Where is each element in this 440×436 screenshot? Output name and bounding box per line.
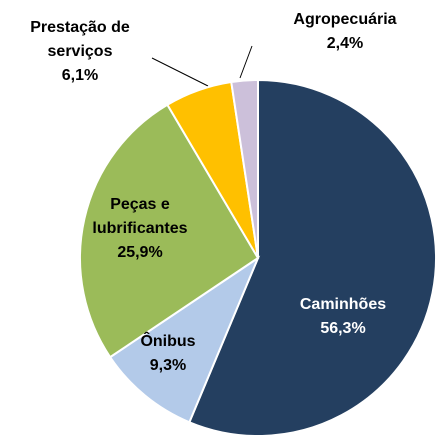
slice-label: Ônibus (140, 331, 195, 350)
slice-label: Prestação de serviços (30, 19, 130, 60)
pie-slice (230, 78, 259, 259)
pie-slice (108, 255, 261, 424)
pie-slice (188, 78, 437, 436)
slice-label: Caminhões (300, 296, 386, 313)
slice-label: Agropecuária (293, 11, 396, 28)
slice-value-label: 56,3% (320, 320, 365, 337)
slice-value-label: 25,9% (117, 244, 162, 261)
slice-value-label: 2,4% (327, 35, 363, 52)
leader-line (151, 57, 209, 87)
slice-value-label: 6,1% (62, 67, 98, 84)
slice-value-label: 9,3% (150, 357, 186, 374)
pie-slice (79, 103, 260, 359)
leader-line (239, 45, 253, 79)
slice-label: Peças e lubrificantes (92, 196, 187, 237)
